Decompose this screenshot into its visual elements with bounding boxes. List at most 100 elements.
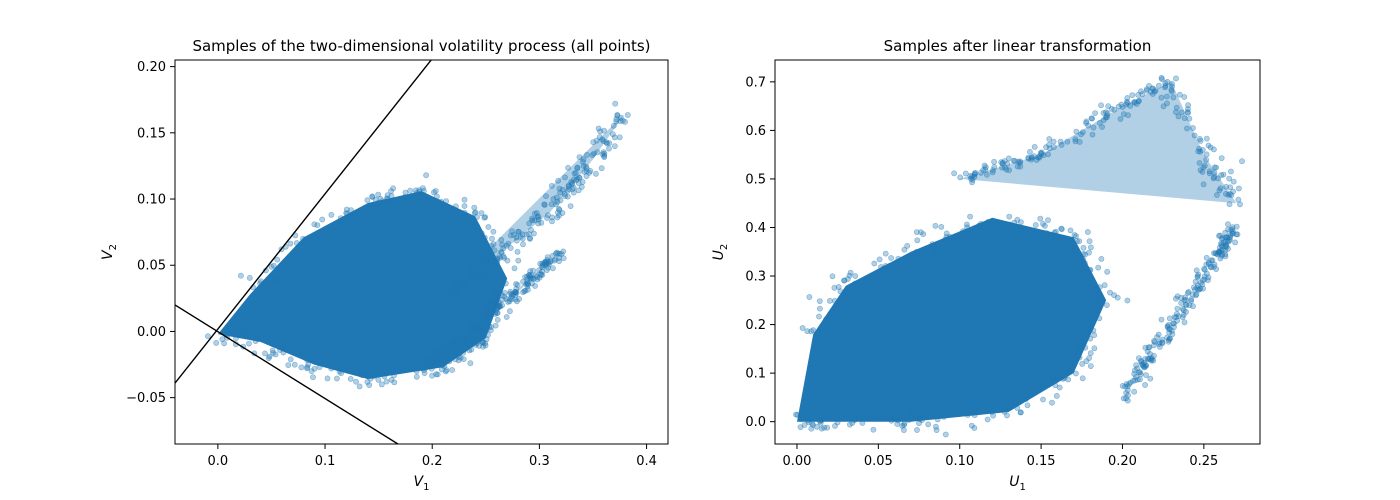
data-point: [1179, 314, 1186, 321]
data-point: [1107, 289, 1113, 296]
data-point: [1058, 141, 1065, 148]
point-cloud-region: [432, 113, 626, 305]
data-point: [287, 240, 294, 247]
data-point: [1218, 241, 1225, 248]
data-point: [599, 151, 606, 157]
data-point: [1038, 150, 1045, 157]
data-point: [1199, 277, 1206, 284]
data-point: [895, 255, 902, 262]
data-point: [813, 423, 820, 430]
data-point: [437, 310, 444, 317]
data-point: [1012, 398, 1019, 405]
data-point: [505, 298, 511, 305]
data-point: [259, 287, 266, 294]
data-point: [1073, 370, 1079, 377]
data-point: [1001, 393, 1008, 399]
data-point: [1087, 350, 1094, 357]
data-point: [799, 325, 806, 331]
data-point: [438, 299, 444, 306]
data-point: [421, 370, 428, 376]
data-point: [557, 197, 564, 204]
data-point: [624, 112, 631, 118]
data-point: [458, 340, 464, 347]
data-point: [981, 162, 988, 169]
data-point: [1096, 284, 1103, 291]
data-point: [375, 376, 382, 383]
data-point: [905, 416, 912, 423]
data-point: [499, 296, 506, 303]
data-point: [427, 305, 434, 312]
data-point: [472, 275, 479, 282]
data-point: [574, 164, 581, 171]
data-point: [1166, 315, 1173, 322]
y-tick-label: 0.05: [137, 259, 166, 274]
data-point: [991, 158, 997, 165]
data-point: [596, 134, 603, 140]
data-point: [947, 409, 953, 416]
data-point: [888, 417, 895, 424]
data-point: [385, 200, 392, 207]
data-point: [870, 426, 877, 433]
data-point: [461, 281, 468, 288]
data-point: [941, 413, 947, 420]
data-point: [968, 175, 974, 182]
data-point: [798, 416, 804, 422]
data-point: [451, 285, 458, 292]
data-point: [445, 290, 451, 297]
data-point: [337, 354, 343, 361]
data-point: [560, 255, 567, 262]
data-point: [498, 236, 505, 243]
data-point: [254, 336, 261, 342]
data-point: [312, 235, 319, 242]
data-point: [1011, 219, 1018, 226]
data-point: [498, 271, 505, 278]
data-point: [567, 203, 574, 209]
data-point: [554, 214, 561, 221]
data-point: [913, 229, 920, 235]
data-point: [835, 284, 842, 290]
data-point: [1071, 232, 1078, 238]
data-point: [890, 408, 897, 414]
data-point: [1181, 319, 1188, 326]
data-point: [831, 284, 838, 291]
data-point: [1194, 284, 1200, 291]
data-point: [475, 264, 482, 271]
data-point: [1087, 363, 1094, 369]
data-point: [1206, 168, 1213, 175]
data-point: [611, 134, 618, 141]
data-point: [1082, 344, 1089, 351]
reference-line: [175, 60, 433, 384]
data-point: [904, 242, 911, 249]
data-point: [378, 381, 385, 388]
data-point: [1119, 104, 1126, 110]
chart-1: 0.0 0.1 0.2 0.3 0.4 −0.05 0.00 0.05 0.10 0.15 0.20…: [100, 37, 669, 493]
data-point: [1171, 320, 1177, 327]
data-point: [1158, 316, 1165, 323]
data-point: [606, 145, 612, 152]
data-point: [507, 245, 514, 251]
data-point: [1004, 160, 1011, 167]
data-point: [1173, 109, 1179, 115]
data-point: [914, 427, 920, 433]
data-point: [447, 297, 454, 304]
data-point: [1182, 294, 1188, 301]
data-point: [1017, 409, 1024, 416]
data-point: [1143, 87, 1150, 94]
data-point: [990, 167, 996, 174]
data-point: [1224, 238, 1231, 244]
data-point: [1120, 111, 1127, 117]
point-cloud-region: [421, 252, 561, 372]
data-point: [1211, 146, 1217, 153]
data-point: [416, 187, 423, 193]
data-point: [571, 170, 578, 177]
data-point: [1145, 356, 1151, 363]
data-point: [1091, 345, 1098, 352]
data-point: [1090, 317, 1096, 323]
data-point: [434, 359, 441, 365]
data-point: [498, 292, 505, 298]
data-point: [1092, 286, 1099, 293]
data-point: [1090, 124, 1097, 131]
plot-frame: [174, 59, 669, 445]
data-point: [1079, 314, 1086, 321]
